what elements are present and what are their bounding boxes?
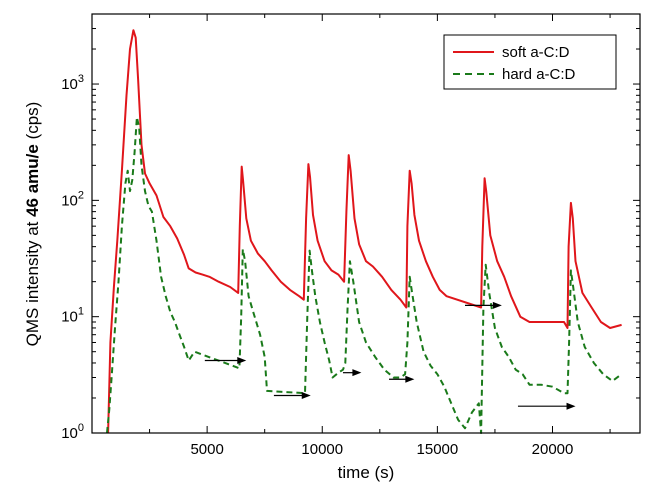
tick-layer: 5000 10000 15000 20000 100 101 102 103: [61, 13, 640, 458]
arrow-layer: [204, 301, 576, 410]
y-axis-title-prefix: QMS intensity at: [23, 217, 42, 346]
legend-box: [443, 34, 617, 90]
gap-arrow-head: [566, 402, 576, 410]
series-layer: [106, 29, 623, 434]
x-tick-label: 20000: [532, 441, 574, 458]
legend: soft a-C:D hard a-C:D: [443, 34, 617, 90]
y-axis-title: QMS intensity at 46 amu/e (cps): [23, 102, 42, 347]
gap-arrow-head: [237, 357, 247, 365]
plot-frame: [91, 13, 641, 434]
legend-label-hard: hard a-C:D: [502, 66, 576, 83]
series-line-soft: [107, 29, 622, 434]
y-tick-label: 100: [61, 422, 84, 442]
x-tick-label: 10000: [301, 441, 343, 458]
y-axis-title-bold: 46 amu/e: [23, 144, 42, 217]
gap-arrow-head: [301, 392, 311, 400]
gap-arrow-head: [492, 301, 502, 309]
legend-label-soft: soft a-C:D: [502, 44, 570, 61]
x-axis-title: time (s): [338, 463, 395, 482]
series-line-hard: [106, 116, 623, 434]
gap-arrow-head: [405, 375, 415, 383]
x-tick-label: 15000: [417, 441, 459, 458]
x-tick-label: 5000: [190, 441, 223, 458]
y-tick-label: 101: [61, 306, 84, 326]
y-tick-label: 103: [61, 73, 84, 93]
gap-arrow-head: [352, 369, 362, 377]
y-axis-title-suffix: (cps): [23, 102, 42, 145]
y-tick-label: 102: [61, 189, 84, 209]
